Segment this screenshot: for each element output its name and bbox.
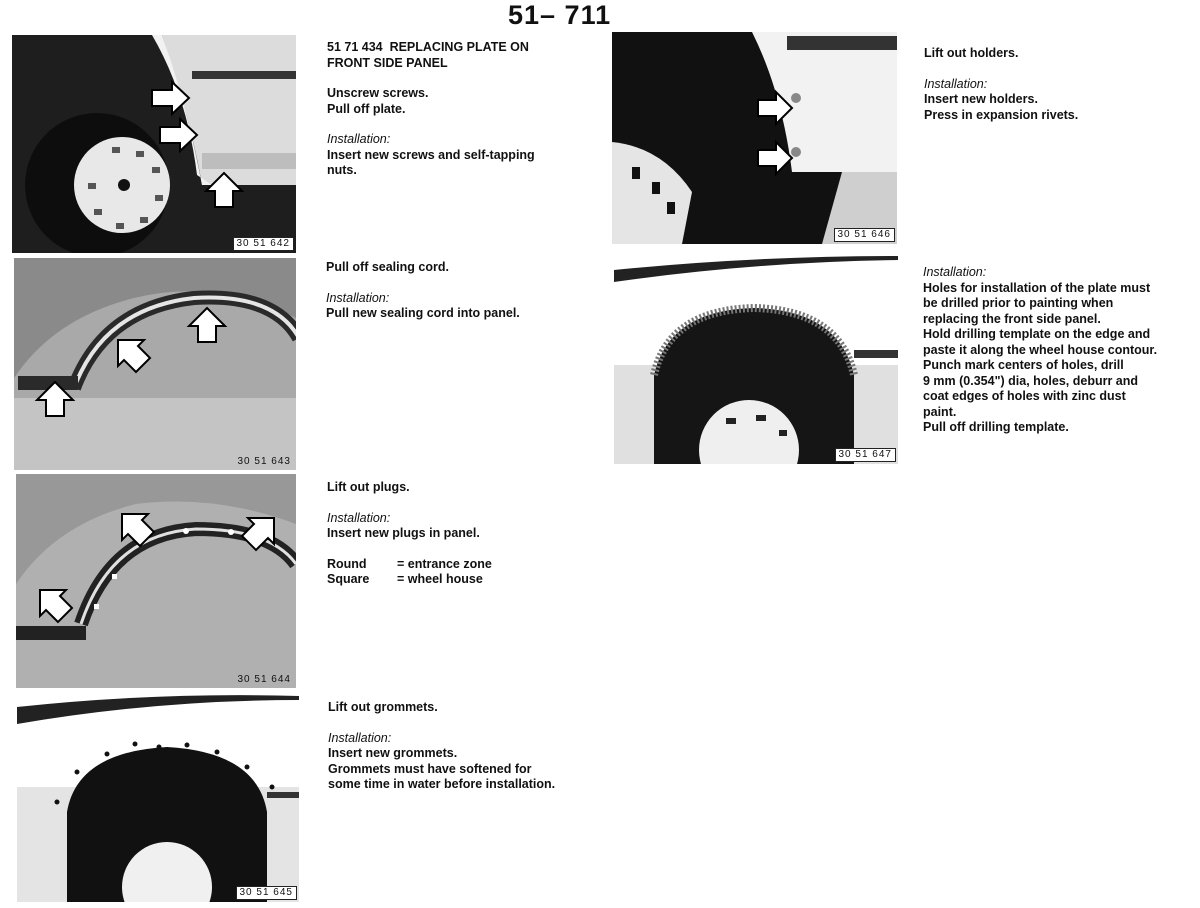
step: Lift out holders. bbox=[924, 46, 1019, 60]
step: Lift out plugs. bbox=[327, 480, 410, 494]
photo-drilling-template: 30 51 647 bbox=[614, 250, 898, 464]
section-grommets: Lift out grommets. Installation: Insert … bbox=[328, 700, 608, 793]
figure-code: 30 51 646 bbox=[833, 228, 895, 242]
figure-code: 30 51 642 bbox=[232, 237, 294, 251]
photo-holders: 30 51 646 bbox=[612, 32, 897, 244]
section-holders: Lift out holders. Installation: Insert n… bbox=[924, 46, 1194, 123]
step: Lift out grommets. bbox=[328, 700, 438, 714]
legend-row: Round = entrance zone bbox=[327, 557, 607, 573]
installation-label: Installation: bbox=[327, 132, 391, 146]
installation-line: Insert new screws and self-tapping bbox=[327, 147, 535, 162]
step: Pull off sealing cord. bbox=[326, 260, 449, 274]
installation-line: Press in expansion rivets. bbox=[924, 107, 1079, 122]
title-line-1: REPLACING PLATE ON bbox=[389, 40, 529, 54]
repair-number: 51 71 434 bbox=[327, 40, 383, 54]
photo-grommets: 30 51 645 bbox=[17, 692, 299, 902]
section-drilling: Installation: Holes for installation of … bbox=[923, 265, 1195, 436]
installation-label: Installation: bbox=[327, 510, 391, 525]
legend-key: Square bbox=[327, 572, 370, 586]
section-sealing-cord: Pull off sealing cord. Installation: Pul… bbox=[326, 260, 606, 322]
photo-sealing-cord: 30 51 643 bbox=[14, 258, 296, 470]
installation-label: Installation: bbox=[924, 76, 988, 91]
installation-line: replacing the front side panel. bbox=[923, 311, 1101, 326]
installation-label: Installation: bbox=[328, 730, 392, 745]
figure-code: 30 51 645 bbox=[235, 886, 297, 900]
step: Unscrew screws. bbox=[327, 86, 429, 100]
step: Pull off plate. bbox=[327, 101, 406, 116]
photo-front-side-panel-plate: 30 51 642 bbox=[12, 35, 296, 253]
figure-code: 30 51 643 bbox=[237, 456, 291, 467]
installation-line: paste it along the wheel house contour. bbox=[923, 342, 1158, 357]
legend-value: = wheel house bbox=[397, 572, 483, 586]
figure-code: 30 51 644 bbox=[237, 674, 291, 685]
installation-label: Installation: bbox=[923, 265, 987, 279]
installation-line: Pull off drilling template. bbox=[923, 420, 1069, 434]
section-replacing-plate: 51 71 434 REPLACING PLATE ON FRONT SIDE … bbox=[327, 40, 607, 179]
figure-code: 30 51 647 bbox=[834, 448, 896, 462]
legend-row: Square = wheel house bbox=[327, 572, 607, 588]
installation-line: nuts. bbox=[327, 163, 357, 177]
installation-line: Pull new sealing cord into panel. bbox=[326, 306, 520, 320]
installation-line: Grommets must have softened for bbox=[328, 761, 532, 776]
installation-line: paint. bbox=[923, 404, 957, 419]
installation-label: Installation: bbox=[326, 290, 390, 305]
installation-line: some time in water before installation. bbox=[328, 777, 556, 791]
installation-line: Insert new holders. bbox=[924, 92, 1038, 106]
installation-line: Insert new plugs in panel. bbox=[327, 526, 480, 540]
legend-value: = entrance zone bbox=[397, 556, 492, 571]
page-number: 51– 711 bbox=[508, 0, 612, 30]
title-line-2: FRONT SIDE PANEL bbox=[327, 55, 448, 70]
section-plugs: Lift out plugs. Installation: Insert new… bbox=[327, 480, 607, 588]
section-title: 51 71 434 REPLACING PLATE ON bbox=[327, 40, 607, 56]
photo-plugs: 30 51 644 bbox=[16, 474, 296, 688]
installation-line: 9 mm (0.354") dia, holes, deburr and bbox=[923, 373, 1139, 388]
installation-line: coat edges of holes with zinc dust bbox=[923, 389, 1126, 403]
installation-line: Punch mark centers of holes, drill bbox=[923, 358, 1124, 372]
installation-line: be drilled prior to painting when bbox=[923, 296, 1114, 310]
installation-line: Hold drilling template on the edge and bbox=[923, 327, 1151, 341]
installation-line: Insert new grommets. bbox=[328, 746, 458, 760]
legend-key: Round bbox=[327, 556, 367, 571]
installation-line: Holes for installation of the plate must bbox=[923, 280, 1151, 295]
